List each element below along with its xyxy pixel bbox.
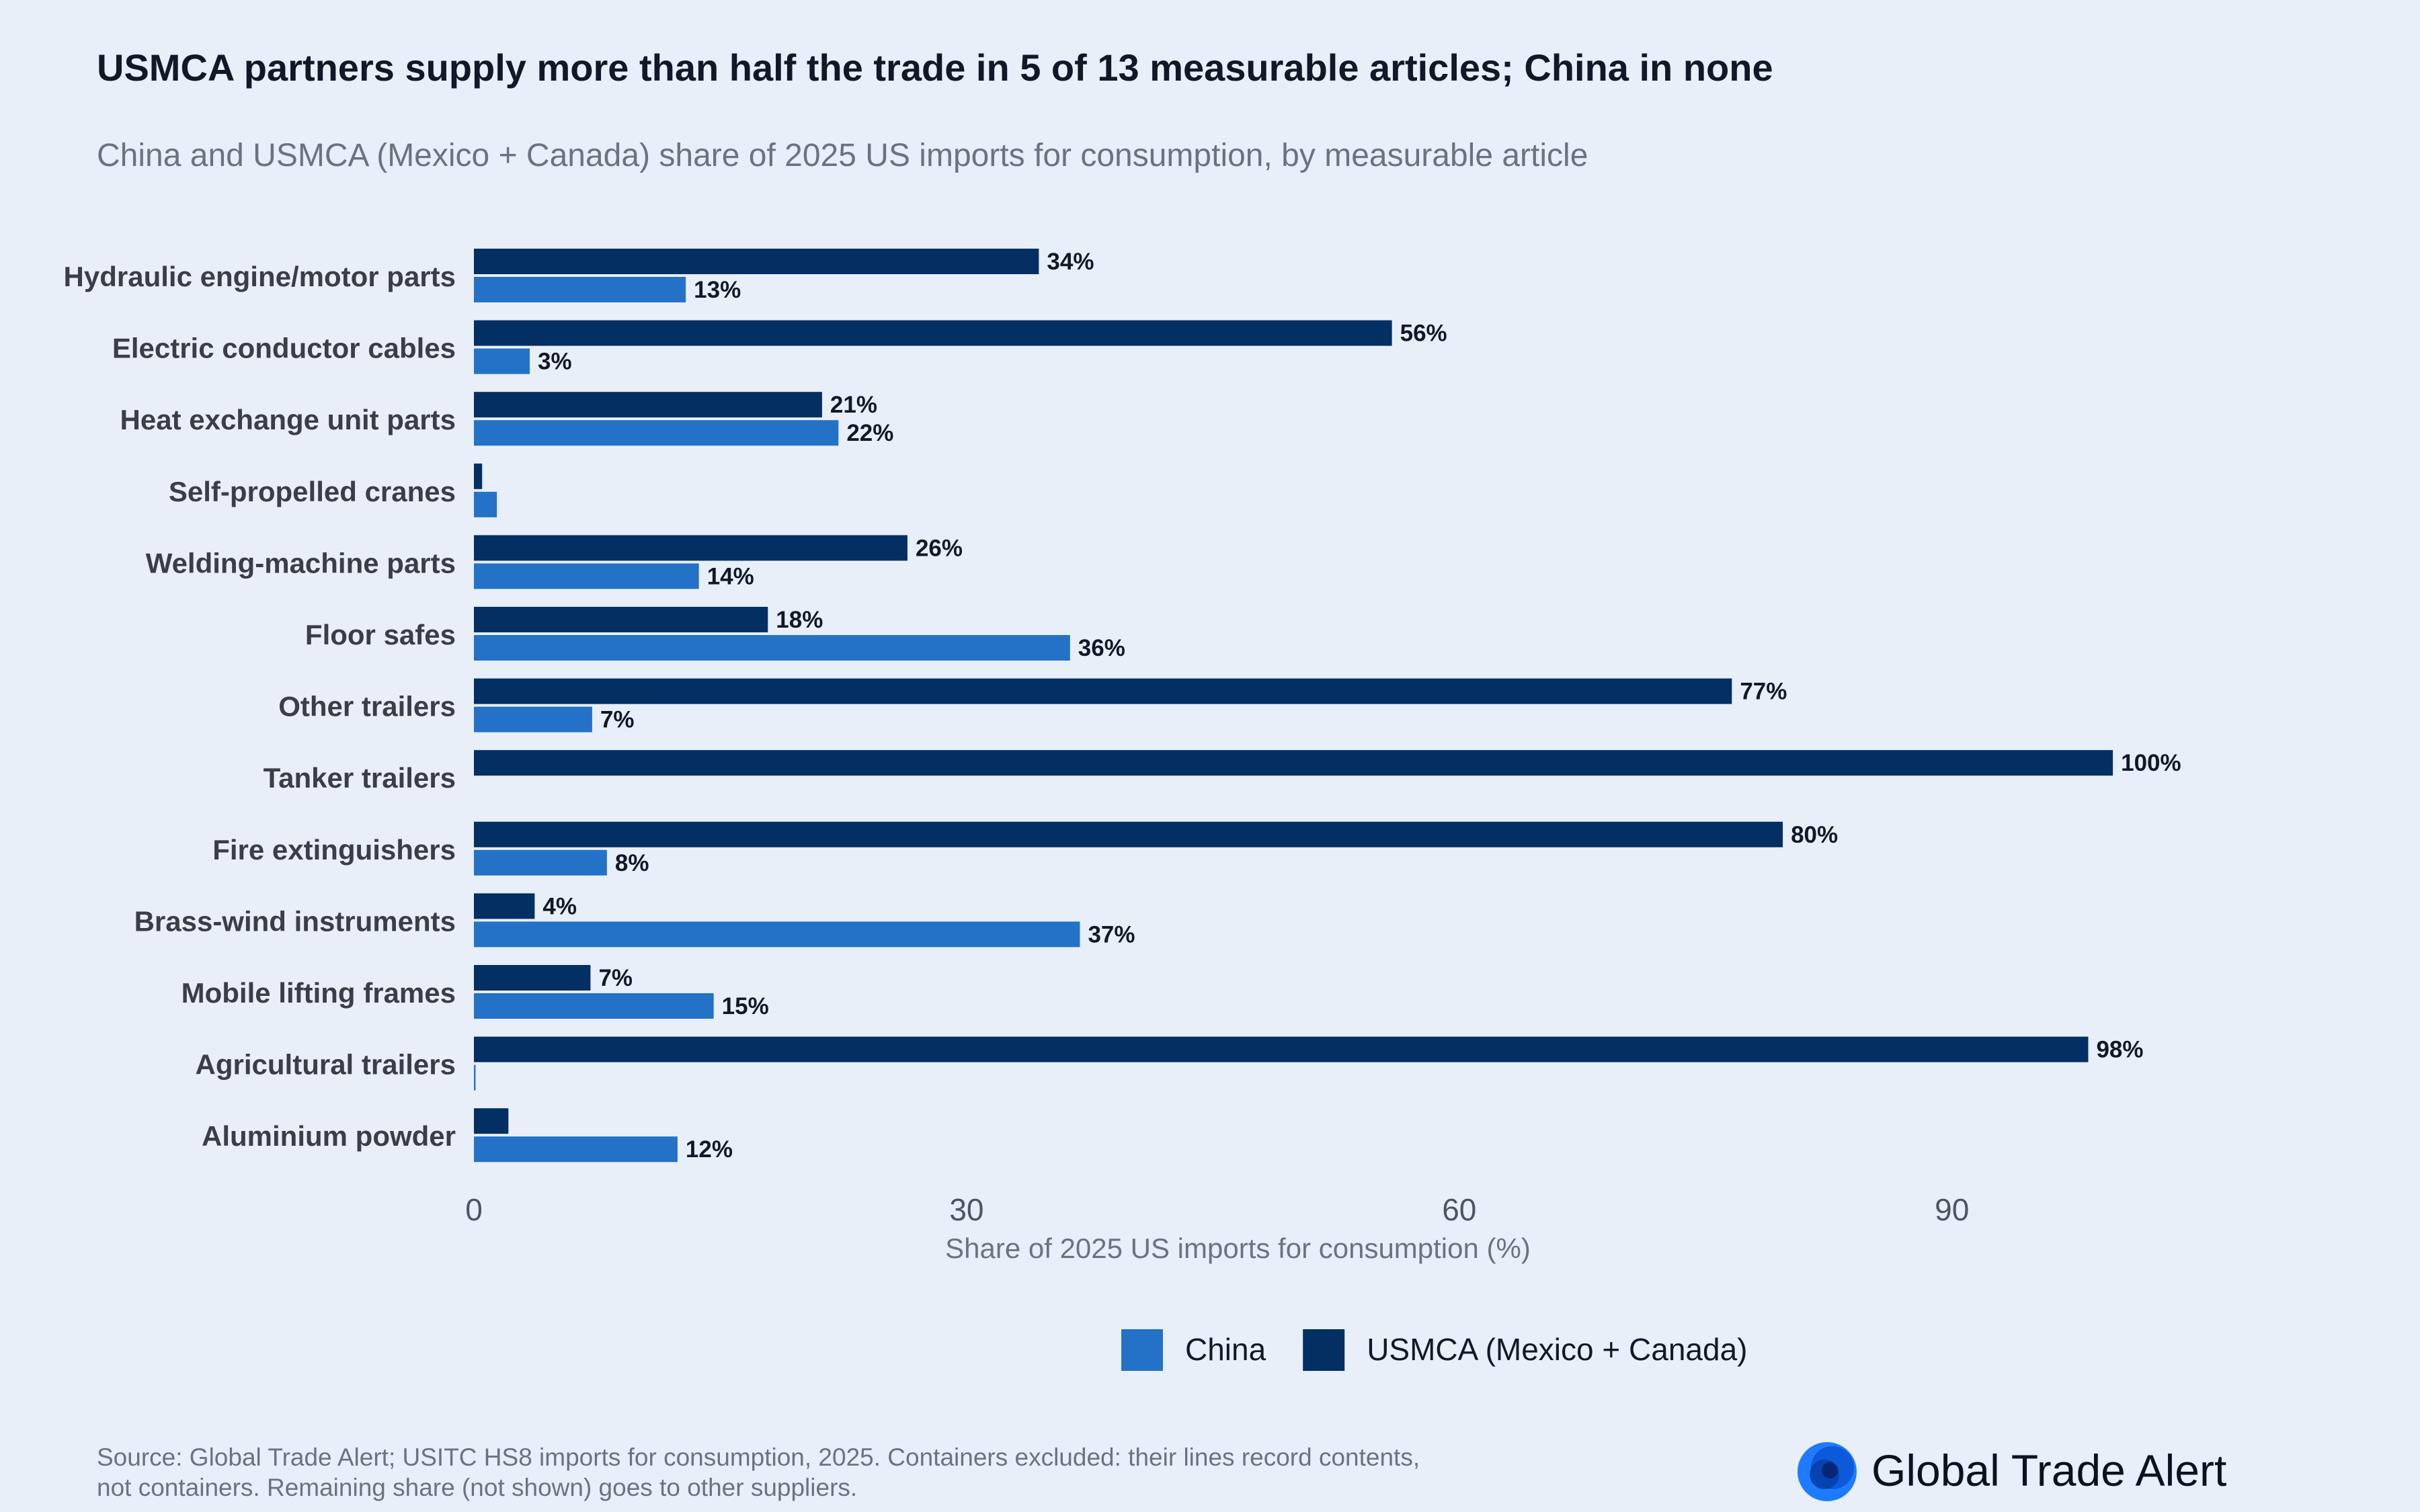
legend-label-usmca: USMCA (Mexico + Canada) [1367,1332,1747,1367]
usmca-bar [474,607,768,632]
category-label: Mobile lifting frames [182,977,456,1009]
x-axis-label: Share of 2025 US imports for consumption… [945,1232,1531,1264]
usmca-bar [474,1036,2089,1062]
x-tick-label: 30 [949,1192,983,1227]
china-data-label: 13% [694,277,741,303]
bar-chart: Hydraulic engine/motor parts 34% 13% Electr… [64,249,2181,1371]
usmca-bar [474,320,1392,346]
usmca-data-label: 4% [542,893,577,919]
category-label: Self-propelled cranes [169,476,456,507]
usmca-bar [474,535,908,561]
usmca-data-label: 18% [776,607,823,633]
china-data-label: 15% [722,993,769,1019]
china-bar [474,277,686,302]
china-bar [474,921,1080,948]
china-data-label: 3% [538,349,572,375]
usmca-data-label: 26% [916,535,963,561]
china-data-label: 22% [846,420,893,446]
china-bar [474,348,530,374]
usmca-bar [474,893,535,919]
category-label: Floor safes [305,619,456,650]
china-bar [474,1064,476,1091]
x-tick-label: 90 [1935,1192,1969,1227]
china-data-label: 36% [1078,635,1125,661]
china-bar [474,1136,678,1163]
china-data-label: 7% [600,707,635,733]
usmca-bar [474,1108,509,1134]
usmca-data-label: 21% [830,392,877,418]
china-bar [474,635,1070,661]
globe-logo-icon [1798,1442,1857,1501]
usmca-data-label: 56% [1400,321,1447,347]
legend-swatch-china [1121,1329,1163,1371]
x-tick-label: 0 [465,1192,483,1227]
usmca-data-label: 34% [1047,249,1094,275]
legend-label-china: China [1185,1332,1266,1367]
china-bar [474,420,839,446]
category-label: Electric conductor cables [112,333,456,364]
china-data-label: 37% [1088,921,1135,948]
usmca-data-label: 98% [2096,1037,2143,1063]
usmca-bar [474,750,2113,776]
category-label: Brass-wind instruments [134,905,456,937]
category-label: Tanker trailers [264,762,456,794]
china-bar [474,993,714,1019]
china-data-label: 8% [615,850,649,876]
chart-subtitle: China and USMCA (Mexico + Canada) share … [97,138,1588,173]
usmca-data-label: 100% [2121,750,2181,776]
category-label: Welding-machine parts [146,547,456,579]
china-bar [474,706,592,732]
usmca-data-label: 77% [1740,679,1787,705]
china-bar [474,849,607,876]
legend-swatch-usmca [1303,1329,1345,1371]
category-label: Fire extinguishers [212,834,456,866]
category-label: Other trailers [278,691,456,722]
usmca-bar [474,965,591,991]
category-label: Hydraulic engine/motor parts [64,261,456,292]
usmca-bar [474,392,822,418]
usmca-data-label: 80% [1791,822,1838,848]
usmca-bar [474,463,483,489]
category-label: Heat exchange unit parts [120,404,456,435]
usmca-bar [474,821,1783,847]
usmca-bar [474,249,1039,274]
china-bar [474,491,497,517]
chart-title: USMCA partners supply more than half the… [97,46,1773,89]
china-data-label: 12% [686,1136,733,1163]
x-tick-label: 60 [1442,1192,1476,1227]
brand-name: Global Trade Alert [1871,1445,2227,1495]
china-bar [474,563,699,589]
usmca-data-label: 7% [598,965,633,991]
category-label: Aluminium powder [202,1120,456,1152]
category-label: Agricultural trailers [196,1049,456,1081]
usmca-bar [474,678,1732,704]
brand-logo: Global Trade Alert [1795,1438,2226,1503]
china-data-label: 14% [707,563,754,589]
source-note: Source: Global Trade Alert; USITC HS8 im… [97,1443,1420,1501]
